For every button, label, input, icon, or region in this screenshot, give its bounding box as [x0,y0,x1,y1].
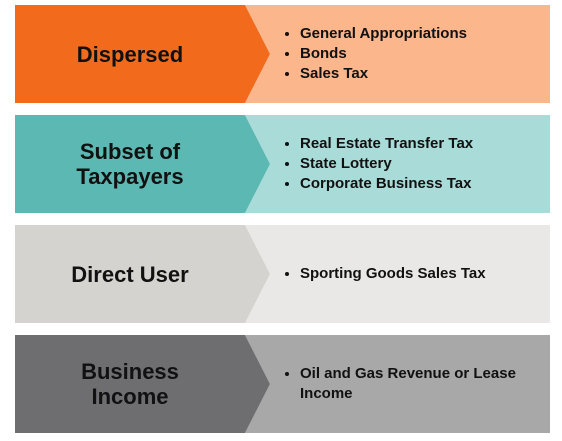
category-label: Subset of Taxpayers [76,139,184,189]
category-label: Business Income [81,359,179,409]
item: General Appropriations [300,24,518,44]
detail-panel [245,335,550,433]
detail-panel [245,5,550,103]
category-arrow [15,225,270,323]
category-label: Dispersed [76,41,184,67]
category-box: Direct User [15,225,245,323]
items-box: Real Estate Transfer TaxState LotteryCor… [272,115,550,213]
item: Bonds [300,44,518,64]
category-label: Direct User [71,261,189,287]
detail-panel [245,225,550,323]
detail-panel [245,115,550,213]
category-arrow [15,5,270,103]
item: Sporting Goods Sales Tax [300,264,518,284]
items-box: Oil and Gas Revenue or Lease Income [272,335,550,433]
item-list: General AppropriationsBondsSales Tax [272,24,518,84]
item: State Lottery [300,154,518,174]
category-box: Dispersed [15,5,245,103]
item: Corporate Business Tax [300,174,518,194]
category-box: Subset of Taxpayers [15,115,245,213]
item-list: Real Estate Transfer TaxState LotteryCor… [272,134,518,194]
item-list: Sporting Goods Sales Tax [272,264,518,284]
item-list: Oil and Gas Revenue or Lease Income [272,364,518,404]
category-box: Business Income [15,335,245,433]
items-box: General AppropriationsBondsSales Tax [272,5,550,103]
items-box: Sporting Goods Sales Tax [272,225,550,323]
item: Real Estate Transfer Tax [300,134,518,154]
item: Oil and Gas Revenue or Lease Income [300,364,518,404]
category-arrow [15,115,270,213]
item: Sales Tax [300,64,518,84]
category-arrow [15,335,270,433]
